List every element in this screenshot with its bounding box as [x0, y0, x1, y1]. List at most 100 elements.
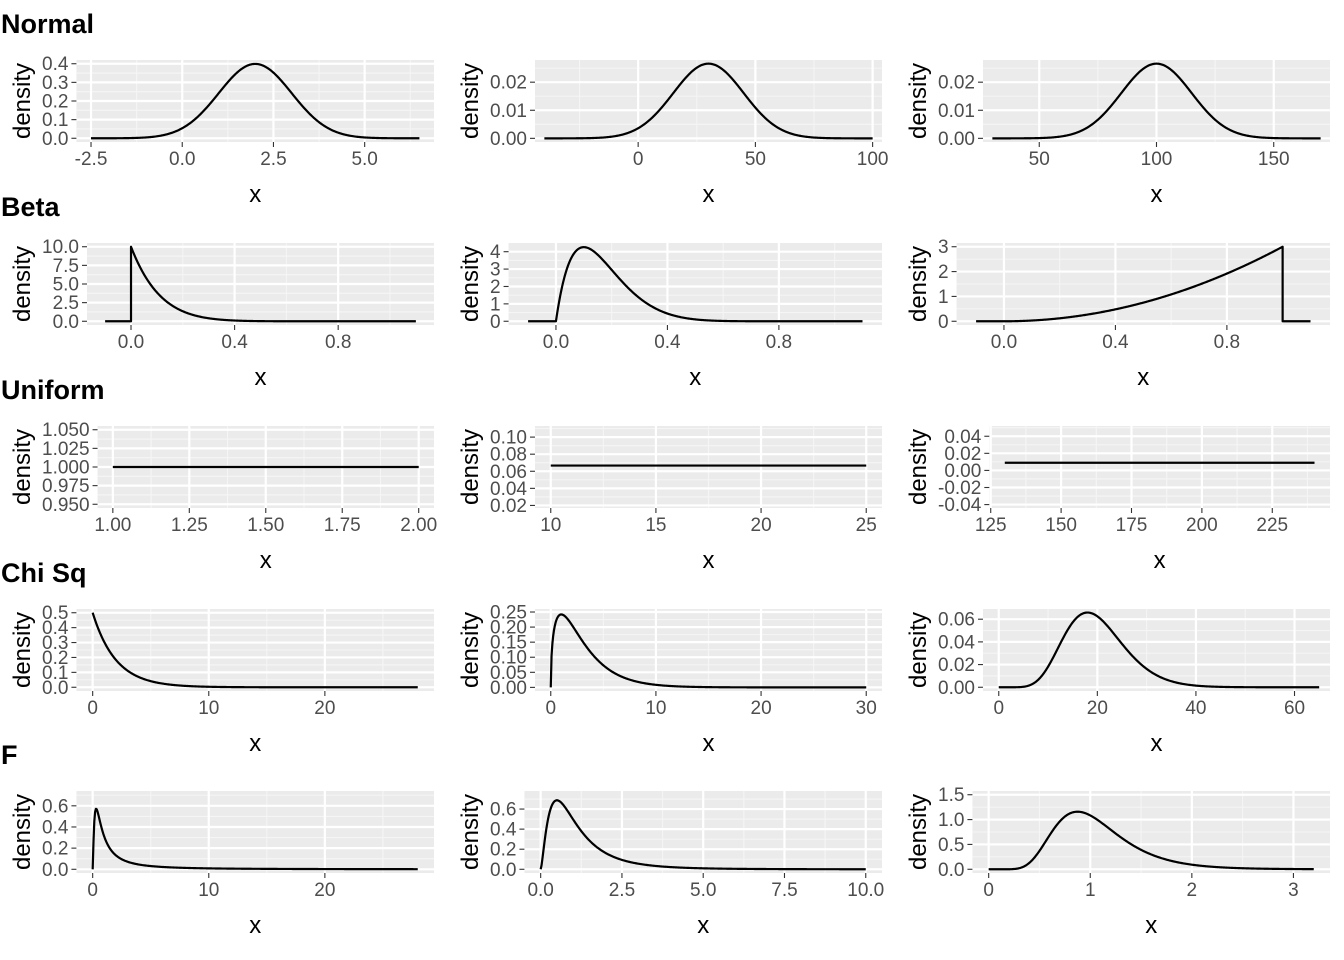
x-tick-label: 0.0: [527, 880, 553, 901]
x-tick-label: 20: [1087, 698, 1108, 719]
y-axis-title: density: [905, 612, 932, 688]
y-tick-label: 0.06: [938, 610, 975, 631]
panel: 0 20 40 60 0.000.020.040.06 x density: [905, 609, 1330, 757]
y-tick-label: 0.02: [490, 496, 527, 517]
row-title: Normal: [1, 9, 94, 39]
density-curve: [528, 246, 863, 323]
y-tick-label: 0.02: [938, 73, 975, 94]
x-tick-label: 10.0: [847, 880, 884, 901]
row-title: F: [1, 740, 18, 770]
x-tick-label: -2.5: [75, 149, 108, 170]
x-tick-label: 0: [993, 698, 1004, 719]
x-tick-label: 0.8: [325, 332, 351, 353]
x-tick-label: 175: [1116, 515, 1148, 536]
y-axis-title: density: [905, 429, 932, 505]
y-tick-label: 0.00: [944, 461, 981, 482]
y-tick-label: -0.02: [938, 478, 981, 499]
y-tick-label: 0.4: [42, 817, 69, 838]
y-tick-label: 0.4: [42, 618, 69, 639]
x-tick-label: 60: [1284, 698, 1305, 719]
y-tick-label: 0.0: [490, 860, 516, 881]
x-tick-label: 15: [645, 515, 666, 536]
x-tick-label: 40: [1185, 698, 1206, 719]
x-axis-title: x: [702, 547, 714, 574]
y-tick-label: 0.05: [490, 663, 527, 684]
y-axis-title: density: [457, 246, 484, 322]
y-tick-label: 0.950: [42, 495, 90, 516]
density-curve: [988, 810, 1315, 871]
panel: 50 100 150 0.00 0.01 0.02 x density: [905, 60, 1330, 208]
y-tick-label: 2: [490, 277, 501, 298]
y-axis-title: density: [9, 612, 36, 688]
y-tick-label: 0.4: [490, 820, 517, 841]
x-tick-label: 3: [1288, 880, 1299, 901]
y-tick-label: 0.6: [42, 796, 68, 817]
panel-background: [982, 609, 1330, 691]
y-tick-label: 0.3: [42, 73, 68, 94]
x-tick-label: 1.25: [171, 515, 208, 536]
x-axis-title: x: [249, 730, 261, 757]
panel: 125 150 175 200 225 -0.04-0.020.000.020.04 x de…: [905, 426, 1330, 574]
x-tick-label: 0: [87, 880, 98, 901]
x-axis-title: x: [249, 181, 261, 208]
y-tick-label: 7.5: [53, 256, 79, 277]
y-axis-title: density: [457, 612, 484, 688]
x-tick-label: 20: [751, 698, 772, 719]
y-tick-label: 0.6: [490, 800, 516, 821]
x-tick-label: 0.0: [118, 332, 144, 353]
x-tick-label: 150: [1258, 149, 1290, 170]
density-curve: [90, 62, 420, 140]
y-axis-title: density: [905, 246, 932, 322]
x-tick-label: 1.00: [94, 515, 131, 536]
x-axis-title: x: [1145, 912, 1157, 939]
y-axis-title: density: [9, 794, 36, 870]
y-tick-label: 0.0: [42, 129, 68, 150]
panel: 10 15 20 25 0.020.040.060.080.10 x density: [457, 426, 882, 574]
x-tick-label: 2.00: [400, 515, 437, 536]
y-axis-title: density: [457, 794, 484, 870]
y-tick-label: 1.000: [42, 458, 90, 479]
y-tick-label: 2.5: [53, 293, 79, 314]
x-tick-label: 20: [751, 515, 772, 536]
density-curve: [544, 62, 873, 140]
x-tick-label: 7.5: [771, 880, 797, 901]
row-title: Beta: [1, 192, 61, 222]
x-tick-label: 2: [1187, 880, 1198, 901]
row-normal: Normal-2.5 0.0 2.5 5.00.00.10.20.30.4xdensi…: [1, 9, 1330, 208]
x-tick-label: 5.0: [351, 149, 377, 170]
y-tick-label: 4: [490, 242, 501, 263]
row-chi-sq: Chi Sq 0 10 20 0.00.10.20.30.40.5 x density 0 10…: [1, 558, 1330, 757]
x-tick-label: 0: [87, 698, 98, 719]
panel: 0 1 2 3 0.0 0.5 1.0 1.5 x density: [905, 785, 1330, 939]
y-tick-label: 0.1: [42, 110, 68, 131]
y-tick-label: 0.0: [938, 860, 964, 881]
panel: 0 10 20 30 0.000.050.100.150.200.25 x density: [457, 603, 882, 757]
x-tick-label: 50: [745, 149, 766, 170]
x-tick-label: 225: [1256, 515, 1288, 536]
y-tick-label: 0.04: [490, 479, 527, 500]
y-tick-label: 0.2: [490, 840, 516, 861]
y-tick-label: 0.04: [938, 632, 975, 653]
y-axis-title: density: [457, 63, 484, 139]
y-tick-label: 0: [490, 312, 501, 333]
y-tick-label: 0.0: [42, 678, 68, 699]
y-tick-label: 0.0: [42, 860, 68, 881]
y-tick-label: 0.02: [938, 655, 975, 676]
y-tick-label: 0.4: [42, 54, 69, 75]
density-curve: [91, 612, 419, 689]
y-axis-title: density: [905, 63, 932, 139]
x-tick-label: 200: [1186, 515, 1218, 536]
density-curve: [105, 245, 416, 323]
x-tick-label: 0.8: [1214, 332, 1240, 353]
y-tick-label: 0.00: [490, 129, 527, 150]
panel-background: [76, 791, 434, 873]
x-tick-label: 10: [645, 698, 666, 719]
panel: 1.00 1.25 1.50 1.75 2.00 0.9500.9751.0001.025…: [9, 420, 437, 574]
y-tick-label: 0.0: [53, 312, 79, 333]
x-tick-label: 0: [983, 880, 994, 901]
